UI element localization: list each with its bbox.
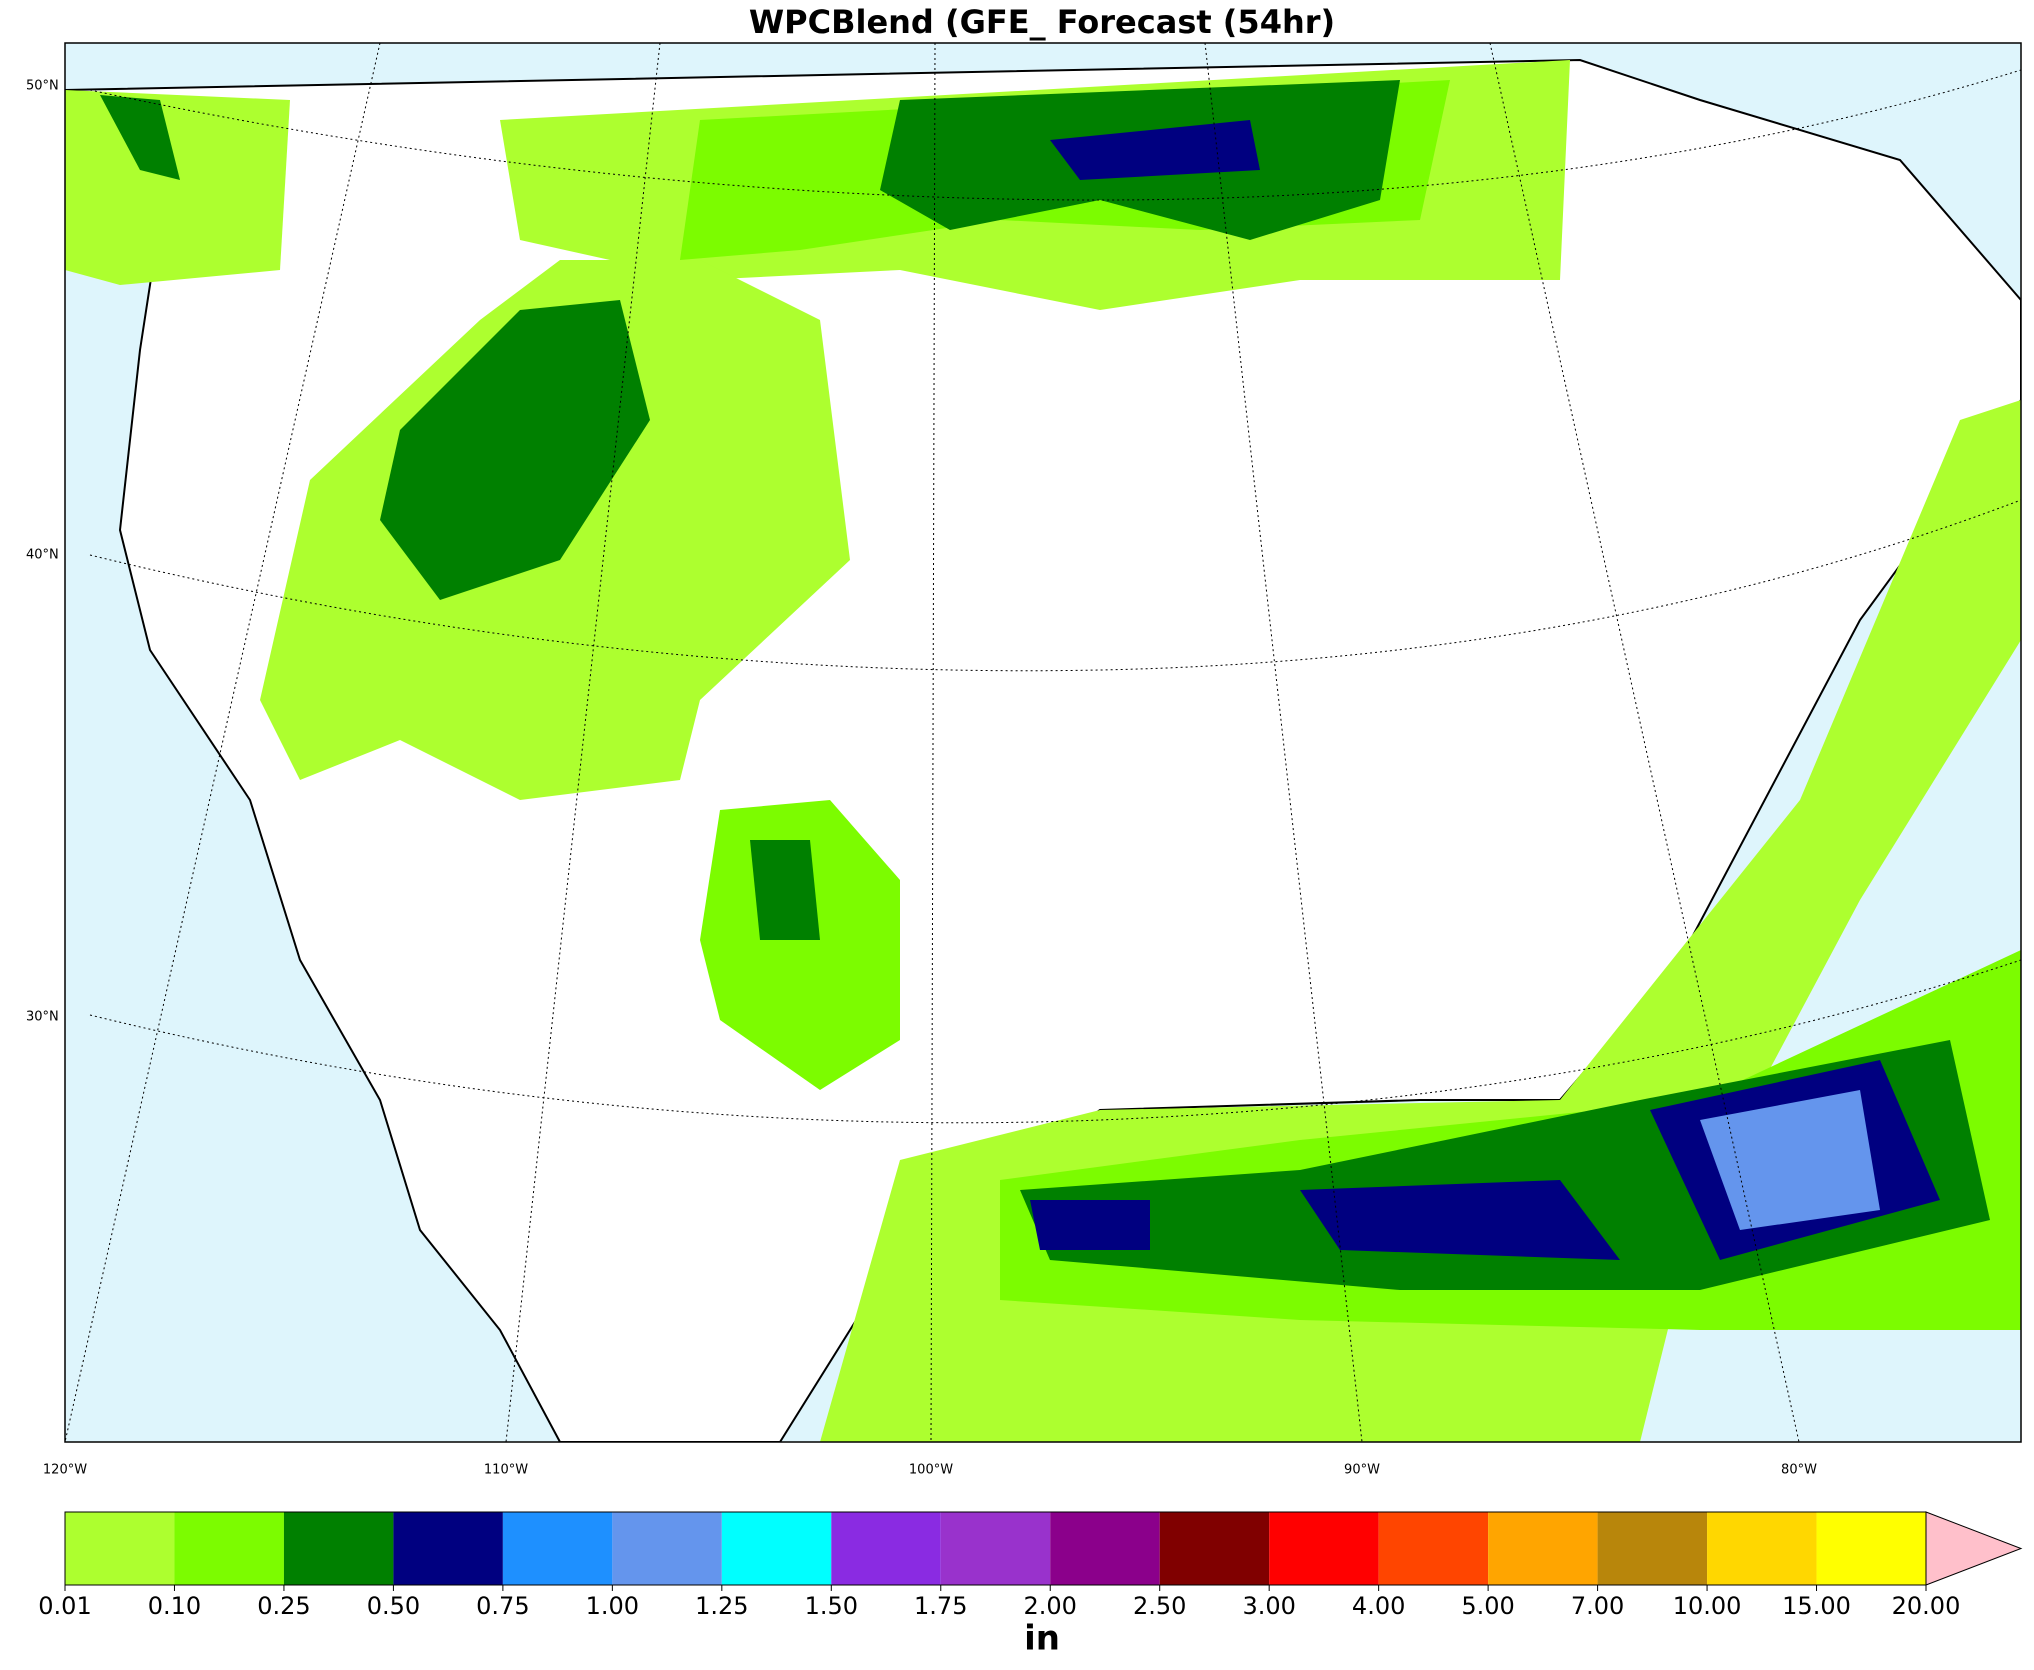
lon-label: 100°W xyxy=(909,1463,953,1478)
tick-label: 10.00 xyxy=(1673,1592,1742,1620)
precip-area xyxy=(700,800,900,1090)
colorbar-extension xyxy=(1925,1511,2023,1586)
tick-label: 1.00 xyxy=(586,1592,639,1620)
graticule xyxy=(89,959,2021,1124)
tick-label: 0.10 xyxy=(148,1592,201,1620)
tick-label: 15.00 xyxy=(1782,1592,1851,1620)
tick-label: 20.00 xyxy=(1892,1592,1961,1620)
tick-label: 0.25 xyxy=(257,1592,310,1620)
color-swatch xyxy=(612,1512,722,1585)
precip-area xyxy=(1700,1090,1880,1230)
color-swatch xyxy=(1488,1512,1598,1585)
map-area xyxy=(65,43,2021,1442)
precip-area xyxy=(1050,120,1260,180)
map-frame xyxy=(64,42,2022,1443)
tick-label: 1.25 xyxy=(695,1592,748,1620)
color-swatch xyxy=(1816,1512,1926,1585)
lon-label: 120°W xyxy=(43,1463,87,1478)
tick-label: 1.75 xyxy=(914,1592,967,1620)
precip-area xyxy=(750,840,820,940)
precip-area xyxy=(65,90,290,285)
colorbar-frame xyxy=(64,1511,1927,1586)
tick-label: 0.01 xyxy=(38,1592,91,1620)
color-swatch xyxy=(721,1512,832,1585)
lon-label: 80°W xyxy=(1781,1463,1817,1478)
precip-area xyxy=(1030,1060,1940,1260)
color-swatch xyxy=(283,1512,394,1585)
colorbar-label: in xyxy=(1024,1619,1060,1659)
precip-area xyxy=(100,95,180,180)
color-swatch xyxy=(1707,1512,1817,1585)
title: WPCBlend (GFE_ Forecast (54hr) xyxy=(749,3,1335,41)
color-swatch xyxy=(1050,1512,1160,1585)
tick-label: 0.75 xyxy=(476,1592,529,1620)
tick-label: 0.50 xyxy=(367,1592,420,1620)
color-swatch xyxy=(1597,1512,1708,1585)
tick-label: 1.50 xyxy=(805,1592,858,1620)
tick-label: 3.00 xyxy=(1242,1592,1295,1620)
lat-label: 40°N xyxy=(26,548,59,563)
precip-area xyxy=(380,300,650,600)
color-swatch xyxy=(1378,1512,1489,1585)
tick-label: 2.50 xyxy=(1133,1592,1186,1620)
color-swatch xyxy=(393,1512,503,1585)
tick-label: 2.00 xyxy=(1024,1592,1077,1620)
lon-label: 110°W xyxy=(484,1463,528,1478)
tick-label: 5.00 xyxy=(1461,1592,1514,1620)
tick-label: 4.00 xyxy=(1352,1592,1405,1620)
color-swatch xyxy=(1269,1512,1379,1585)
tick-label: 7.00 xyxy=(1571,1592,1624,1620)
color-swatch xyxy=(940,1512,1051,1585)
lon-label: 90°W xyxy=(1344,1463,1380,1478)
color-swatch xyxy=(831,1512,941,1585)
color-swatch xyxy=(502,1512,613,1585)
color-swatch xyxy=(1159,1512,1270,1585)
lat-label: 30°N xyxy=(26,1010,59,1025)
color-swatch xyxy=(174,1512,284,1585)
lat-label: 50°N xyxy=(26,79,59,94)
color-swatch xyxy=(65,1512,175,1585)
